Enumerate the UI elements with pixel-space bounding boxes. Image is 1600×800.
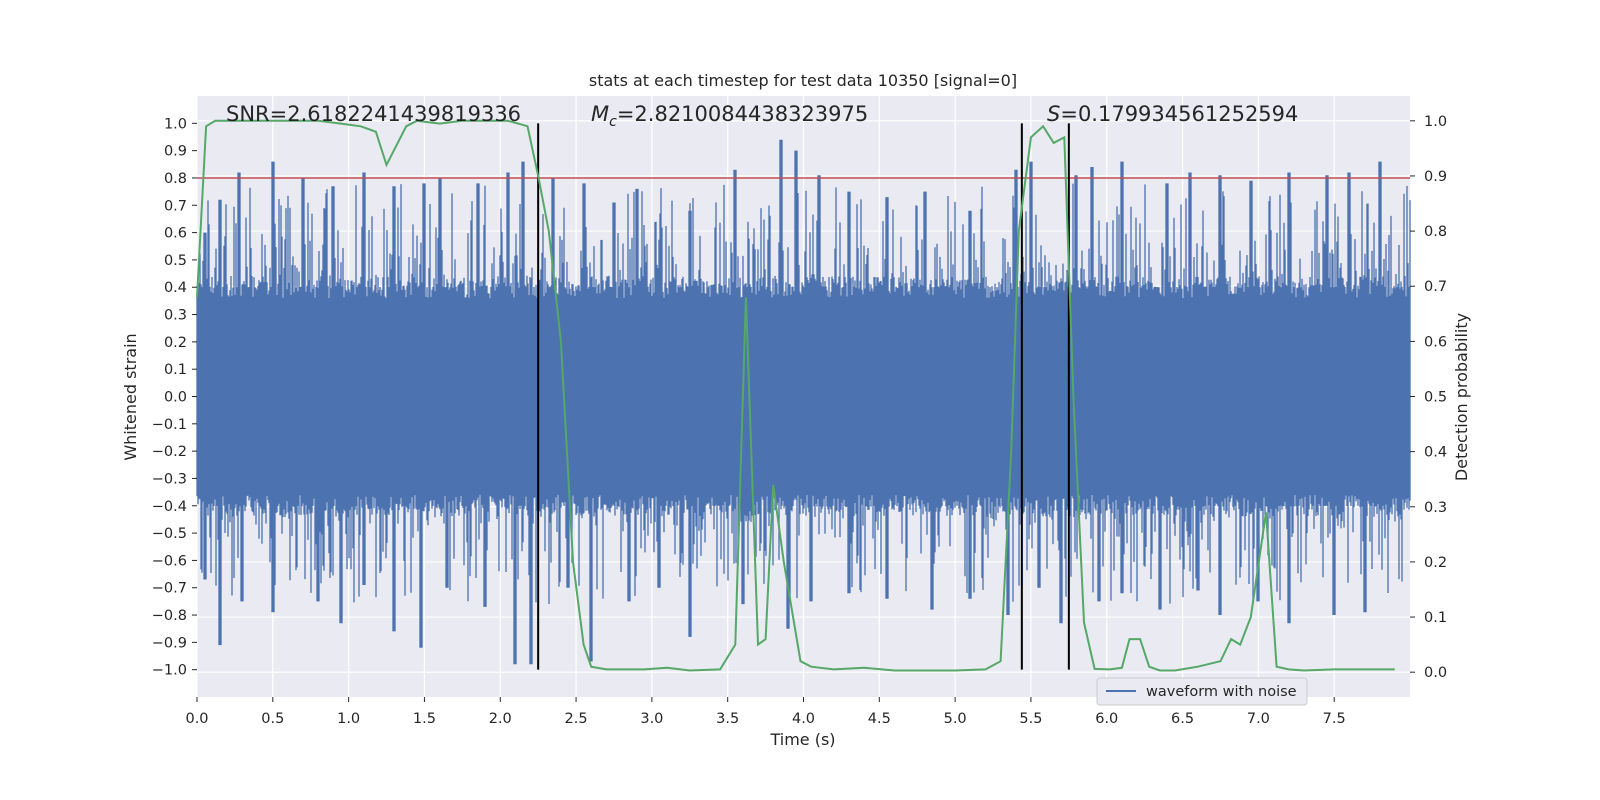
- y-axis-label: Whitened strain: [121, 333, 140, 460]
- chart-title: stats at each timestep for test data 103…: [589, 71, 1017, 90]
- y-tick-label: 1.0: [164, 116, 187, 132]
- y-tick-label: 0.8: [164, 171, 187, 187]
- y2-tick-label: 0.9: [1424, 169, 1447, 185]
- chirp-mass-annotation: Mc=2.8210084438323975: [591, 102, 868, 130]
- x-axis-ticks: 0.0 0.5 1.0 1.5 2.0 2.5 3.0 3.5 4.0 4.5 5.0 5.5 6.0 6…: [185, 697, 1346, 727]
- x-tick-label: 6.0: [1095, 711, 1118, 727]
- y2-tick-label: 0.3: [1424, 500, 1447, 516]
- x-tick-label: 0.0: [185, 711, 208, 727]
- x-tick-label: 3.5: [716, 711, 739, 727]
- y2-tick-label: 0.7: [1424, 279, 1447, 295]
- s-value: =0.179934561252594: [1060, 102, 1298, 126]
- x-tick-label: 6.5: [1171, 711, 1194, 727]
- y-tick-label: 0.6: [164, 226, 187, 242]
- y-tick-label: 0.4: [164, 280, 187, 296]
- x-tick-label: 1.5: [413, 711, 436, 727]
- y-tick-label: 0.3: [164, 308, 187, 324]
- probability-series: [196, 119, 1395, 672]
- x-tick-label: 4.0: [792, 711, 815, 727]
- y-tick-label: −0.2: [152, 444, 187, 460]
- y2-tick-label: 0.0: [1424, 665, 1447, 681]
- x-tick-label: 1.0: [337, 711, 360, 727]
- chirp-mass-subscript: c: [609, 114, 617, 130]
- y2-tick-label: 0.1: [1424, 610, 1447, 626]
- chirp-mass-symbol: M: [591, 102, 609, 126]
- y-tick-label: −0.9: [152, 635, 187, 651]
- y-tick-label: −0.7: [152, 581, 187, 597]
- y2-tick-label: 0.5: [1424, 390, 1447, 406]
- y-tick-label: −0.6: [152, 553, 187, 569]
- y2-axis-ticks: 1.0 0.9 0.8 0.7 0.6 0.5 0.4 0.3 0.2 0.1 0.0: [1410, 114, 1447, 681]
- y-tick-label: 0.1: [164, 362, 187, 378]
- x-tick-label: 2.5: [565, 711, 588, 727]
- probability-line: [196, 119, 1395, 672]
- y-axis-ticks: 1.0 0.9 0.8 0.7 0.6 0.5 0.4 0.3 0.2 0.1 0.0 −0.1 −0.…: [152, 116, 197, 679]
- waveform-line: [196, 139, 1411, 665]
- x-tick-label: 0.5: [261, 711, 284, 727]
- y2-tick-label: 0.6: [1424, 334, 1447, 350]
- snr-annotation: SNR=2.6182241439819336: [226, 102, 521, 126]
- x-tick-label: 4.5: [868, 711, 891, 727]
- y-tick-label: −0.3: [152, 471, 187, 487]
- s-symbol: S: [1047, 102, 1060, 126]
- x-tick-label: 7.5: [1323, 711, 1346, 727]
- y-tick-label: 0.5: [164, 253, 187, 269]
- chirp-mass-value: =2.8210084438323975: [617, 102, 868, 126]
- y2-tick-label: 0.2: [1424, 555, 1447, 571]
- x-tick-label: 2.0: [489, 711, 512, 727]
- x-tick-label: 7.0: [1247, 711, 1270, 727]
- y-tick-label: −0.4: [152, 499, 187, 515]
- y-tick-label: −1.0: [152, 663, 187, 679]
- y-tick-label: −0.1: [152, 417, 187, 433]
- x-axis-label: Time (s): [769, 730, 835, 749]
- x-tick-label: 3.0: [640, 711, 663, 727]
- y-tick-label: 0.2: [164, 335, 187, 351]
- legend: waveform with noise: [1096, 677, 1308, 706]
- y2-tick-label: 1.0: [1424, 114, 1447, 130]
- waveform-series: [196, 139, 1411, 665]
- y2-tick-label: 0.4: [1424, 445, 1447, 461]
- y-tick-label: 0.9: [164, 144, 187, 160]
- y-tick-label: 0.0: [164, 390, 187, 406]
- legend-box: [1096, 677, 1308, 706]
- x-tick-label: 5.5: [1019, 711, 1042, 727]
- y-tick-label: −0.5: [152, 526, 187, 542]
- y-tick-label: 0.7: [164, 198, 187, 214]
- s-annotation: S=0.179934561252594: [1047, 102, 1298, 126]
- legend-label: waveform with noise: [1146, 684, 1297, 700]
- x-tick-label: 5.0: [944, 711, 967, 727]
- y2-tick-label: 0.8: [1424, 224, 1447, 240]
- y2-axis-label: Detection probability: [1452, 313, 1471, 481]
- y-tick-label: −0.8: [152, 608, 187, 624]
